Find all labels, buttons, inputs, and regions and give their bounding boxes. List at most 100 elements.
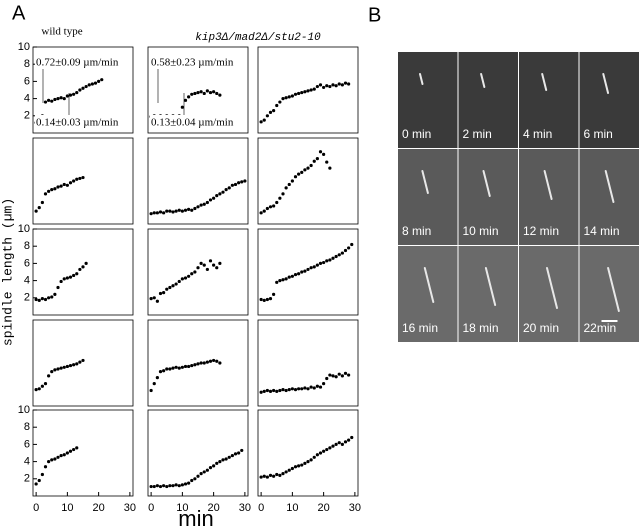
data-point	[171, 284, 175, 288]
data-point	[293, 175, 298, 179]
data-point	[218, 361, 222, 365]
data-point	[162, 291, 166, 295]
data-point	[37, 387, 41, 391]
data-point	[40, 200, 44, 205]
data-point	[183, 482, 188, 486]
data-point	[62, 453, 66, 457]
data-point	[50, 295, 54, 299]
data-point	[59, 184, 63, 188]
frame-label: 4 min	[523, 127, 552, 141]
data-point	[325, 259, 329, 263]
data-point	[337, 372, 341, 376]
frame-label: 2 min	[463, 127, 492, 141]
data-point	[334, 375, 338, 379]
data-point	[237, 451, 241, 455]
frame-label: 20 min	[523, 321, 559, 335]
data-point	[187, 364, 191, 369]
data-point	[340, 442, 344, 446]
data-point	[306, 267, 310, 272]
data-point	[162, 369, 166, 373]
data-point	[190, 208, 194, 212]
data-point	[343, 371, 348, 375]
frame-label: 22min	[584, 321, 617, 335]
x-tick-label: 30	[239, 502, 251, 514]
frame-label: 10 min	[463, 224, 499, 238]
plot-frame	[257, 319, 359, 407]
data-point	[322, 382, 326, 386]
data-point	[272, 204, 276, 208]
data-point	[190, 272, 194, 276]
data-point	[275, 389, 279, 393]
data-point	[309, 385, 313, 389]
data-point	[303, 168, 307, 172]
data-point	[199, 203, 203, 207]
micrograph	[458, 52, 518, 148]
data-point	[202, 202, 206, 206]
data-point	[187, 274, 191, 278]
data-point	[287, 468, 291, 472]
data-point	[284, 186, 288, 190]
data-point	[331, 256, 335, 260]
data-point	[265, 114, 269, 118]
data-point	[37, 298, 41, 302]
plot-frame	[32, 46, 134, 134]
data-point	[262, 118, 266, 122]
data-point	[268, 473, 273, 477]
data-point	[180, 483, 184, 487]
data-point	[78, 267, 82, 272]
data-point	[165, 209, 169, 213]
data-point	[212, 358, 216, 363]
data-point	[196, 90, 200, 95]
data-point	[53, 368, 57, 372]
plot-frame	[257, 137, 359, 225]
data-point	[152, 382, 156, 386]
data-point	[162, 484, 166, 488]
data-point	[262, 298, 266, 302]
data-point	[318, 150, 323, 154]
data-point	[62, 182, 66, 187]
data-point	[75, 90, 79, 95]
data-point	[65, 451, 69, 455]
data-point	[212, 196, 216, 200]
data-point	[268, 389, 273, 393]
data-point	[81, 358, 85, 363]
data-point	[152, 296, 156, 300]
data-point	[230, 453, 234, 458]
data-point	[312, 159, 316, 163]
y-tick-label: 6	[24, 75, 30, 87]
data-point	[309, 163, 313, 168]
data-point	[293, 272, 298, 277]
y-tick-label: 4	[24, 93, 30, 105]
column-title: kip3Δ/mad2Δ/stu2-10	[195, 32, 321, 44]
data-point	[215, 91, 219, 96]
data-point	[331, 374, 335, 378]
data-point	[155, 299, 159, 303]
data-point	[215, 266, 219, 270]
data-point	[309, 458, 313, 462]
data-point	[208, 359, 213, 363]
data-point	[287, 95, 291, 99]
data-point	[262, 474, 266, 478]
data-point	[287, 275, 291, 279]
data-point	[265, 206, 269, 211]
data-point	[218, 93, 222, 97]
data-point	[275, 472, 279, 477]
data-point	[183, 208, 188, 212]
data-point	[158, 210, 163, 214]
data-point	[199, 90, 203, 94]
data-point	[100, 78, 104, 82]
data-point	[37, 478, 41, 483]
data-point	[334, 84, 338, 88]
data-point	[205, 267, 209, 272]
data-point	[180, 105, 184, 109]
data-point	[47, 460, 51, 464]
data-point	[180, 365, 184, 369]
data-point	[281, 97, 285, 101]
data-point	[297, 387, 301, 391]
data-point	[290, 179, 294, 183]
data-point	[215, 359, 219, 363]
data-point	[281, 192, 285, 196]
data-point	[322, 449, 326, 453]
data-point	[168, 285, 172, 290]
